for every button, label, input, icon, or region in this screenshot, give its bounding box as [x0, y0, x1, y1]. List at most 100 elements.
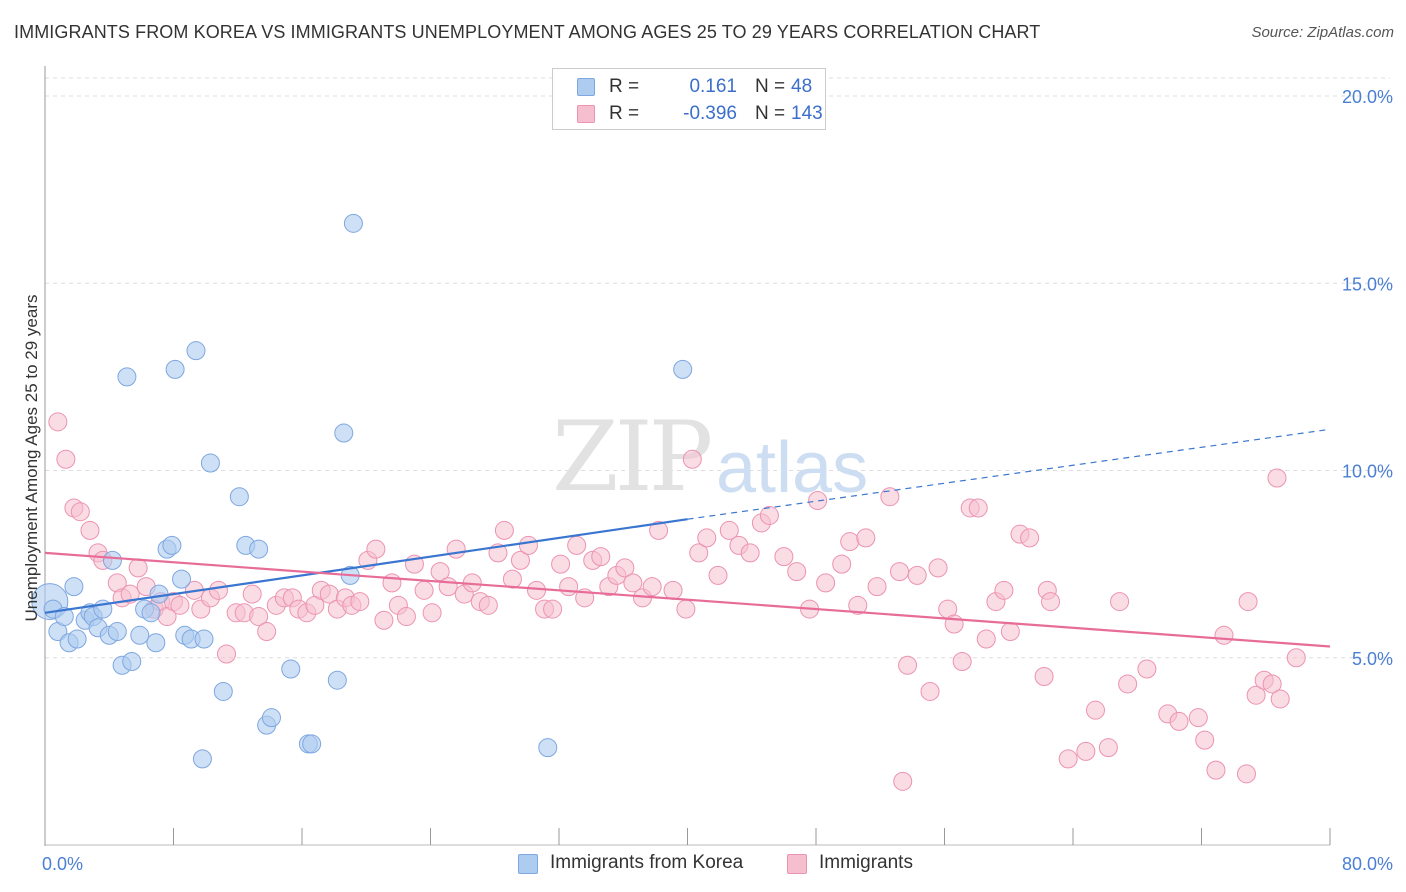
- immigrants-point: [502, 569, 522, 589]
- immigrants-point: [128, 558, 148, 578]
- immigrants-point: [208, 580, 228, 600]
- immigrants-r-label: R =: [609, 103, 640, 124]
- trend-lines: [44, 428, 1331, 648]
- immigrants-point: [898, 655, 918, 675]
- immigrants-r-value: -0.396: [683, 103, 737, 124]
- immigrants-point: [952, 651, 972, 671]
- korea-point: [165, 359, 185, 379]
- immigrants-point: [257, 622, 277, 642]
- immigrants-point: [1262, 674, 1282, 694]
- immigrants-point: [1041, 592, 1061, 612]
- korea-point: [213, 681, 233, 701]
- immigrants-point: [422, 603, 442, 623]
- korea-point: [186, 341, 206, 361]
- y-tick-label: 10.0%: [1342, 462, 1393, 482]
- immigrants-point: [1034, 666, 1054, 686]
- immigrants-trend-line: [44, 551, 1331, 648]
- y-tick-label: 15.0%: [1342, 274, 1393, 294]
- immigrants-point: [968, 498, 988, 518]
- immigrants-point: [759, 505, 779, 525]
- immigrants-point: [907, 565, 927, 585]
- korea-point: [102, 550, 122, 570]
- immigrants-point: [1238, 592, 1258, 612]
- immigrants-point: [438, 577, 458, 597]
- korea-trend-extension: [687, 428, 1331, 520]
- korea-points: [31, 213, 693, 769]
- korea-r-label: R =: [609, 76, 640, 97]
- immigrants-point: [567, 535, 587, 555]
- immigrants-point: [559, 577, 579, 597]
- watermark: ZIP atlas: [552, 401, 868, 513]
- immigrants-point: [697, 528, 717, 548]
- immigrants-n-value: 143: [791, 103, 823, 124]
- korea-point: [327, 670, 347, 690]
- immigrants-point: [249, 607, 269, 627]
- immigrants-point: [494, 520, 514, 540]
- korea-point: [334, 423, 354, 443]
- korea-point: [249, 539, 269, 559]
- korea-point: [54, 607, 74, 627]
- immigrants-point: [689, 543, 709, 563]
- immigrants-point: [848, 595, 868, 615]
- correlation-legend: R = 0.161 N = 48 R = -0.396 N = 143: [552, 68, 826, 130]
- korea-point: [229, 487, 249, 507]
- immigrants-point: [1214, 625, 1234, 645]
- korea-point: [302, 734, 322, 754]
- korea-n-label: N =: [755, 76, 786, 97]
- immigrants-point: [527, 580, 547, 600]
- tick-labels: 5.0% 10.0% 15.0% 20.0% 0.0% 80.0%: [42, 87, 1393, 874]
- immigrants-swatch: [577, 105, 595, 123]
- immigrants-point: [880, 487, 900, 507]
- axes: [44, 66, 1331, 846]
- korea-point: [194, 629, 214, 649]
- immigrants-point: [350, 592, 370, 612]
- immigrants-point: [1206, 760, 1226, 780]
- immigrants-point: [787, 562, 807, 582]
- immigrants-point: [808, 490, 828, 510]
- immigrants-point: [543, 599, 563, 619]
- korea-point: [343, 213, 363, 233]
- immigrants-point: [1076, 741, 1096, 761]
- immigrants-point: [1169, 711, 1189, 731]
- immigrants-point: [623, 573, 643, 593]
- immigrants-point: [374, 610, 394, 630]
- korea-point: [117, 367, 137, 387]
- korea-point: [673, 359, 693, 379]
- immigrants-point: [676, 599, 696, 619]
- immigrants-n-label: N =: [755, 103, 786, 124]
- immigrants-point: [56, 449, 76, 469]
- korea-point: [146, 633, 166, 653]
- immigrants-point: [1188, 708, 1208, 728]
- immigrants-point: [682, 449, 702, 469]
- chart-title: IMMIGRANTS FROM KOREA VS IMMIGRANTS UNEM…: [14, 22, 1041, 42]
- immigrants-point: [1118, 674, 1138, 694]
- korea-point: [130, 625, 150, 645]
- immigrants-point: [217, 644, 237, 664]
- y-tick-label: 5.0%: [1352, 649, 1393, 669]
- korea-point: [162, 535, 182, 555]
- immigrants-point: [920, 681, 940, 701]
- x-tick-label-max: 80.0%: [1342, 854, 1393, 874]
- korea-legend-swatch: [518, 854, 538, 874]
- korea-swatch: [577, 78, 595, 96]
- immigrants-point: [80, 520, 100, 540]
- immigrants-point: [816, 573, 836, 593]
- korea-point: [149, 584, 169, 604]
- immigrants-point: [740, 543, 760, 563]
- x-tick-label-min: 0.0%: [42, 854, 83, 874]
- immigrants-point: [518, 535, 538, 555]
- korea-point: [538, 738, 558, 758]
- immigrants-point: [994, 580, 1014, 600]
- immigrants-point: [928, 558, 948, 578]
- immigrants-point: [1195, 730, 1215, 750]
- korea-point: [281, 659, 301, 679]
- immigrants-point: [551, 554, 571, 574]
- immigrants-point: [1085, 700, 1105, 720]
- watermark-atlas: atlas: [716, 428, 868, 508]
- immigrants-point: [649, 520, 669, 540]
- immigrants-point: [446, 539, 466, 559]
- korea-legend-label: Immigrants from Korea: [550, 852, 744, 873]
- immigrants-point: [591, 547, 611, 567]
- immigrants-point: [976, 629, 996, 649]
- immigrants-point: [510, 550, 530, 570]
